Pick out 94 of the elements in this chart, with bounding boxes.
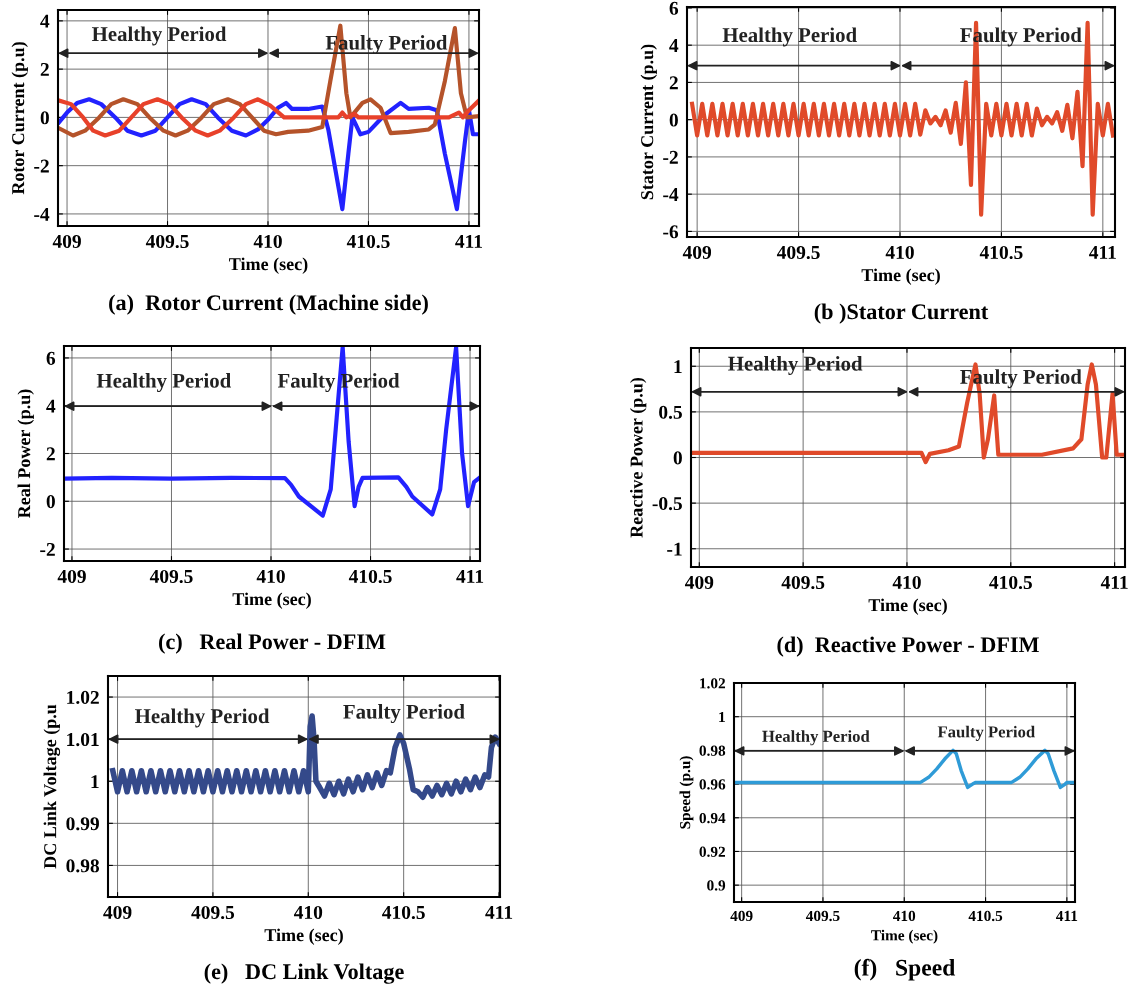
y-axis-title: Reactive Power (p.u): [629, 377, 647, 538]
y-tick-label: 0.96: [699, 779, 726, 790]
y-tick-label: 0.94: [699, 812, 726, 824]
x-tick-label: 411: [1089, 245, 1116, 259]
line-series: [734, 748, 1075, 790]
text: (e) DC Link Voltage: [204, 963, 404, 984]
x-tick-label: 409.5: [776, 245, 820, 260]
y-tick-label: 2: [46, 447, 55, 461]
y-tick-label: 1.01: [67, 732, 99, 747]
x-tick-label: 409: [682, 245, 712, 260]
y-tick-label: 0.5: [659, 405, 682, 419]
x-tick-label: 410.5: [346, 234, 390, 249]
text: (f) Speed: [854, 958, 956, 981]
y-tick-label: 6: [669, 1, 679, 15]
x-axis-title: Time (sec): [229, 257, 308, 274]
annotation: Healthy Period: [728, 356, 863, 375]
x-tick-label: 410: [293, 905, 323, 920]
y-tick-label: -0.5: [652, 496, 682, 511]
line-series: [58, 23, 479, 138]
y-tick-label: 2: [669, 76, 678, 90]
y-axis-title: Rotor Current (p.u): [11, 42, 28, 195]
x-tick-label: 411: [456, 569, 484, 583]
x-tick-label: 409.5: [149, 569, 193, 584]
y-tick-label: 4: [669, 39, 679, 52]
y-tick-label: -2: [34, 159, 49, 173]
x-tick-label: 409.5: [805, 910, 840, 922]
x-tick-label: 409: [57, 569, 86, 584]
y-tick-label: -4: [663, 188, 679, 201]
y-tick-label: 1: [674, 360, 682, 373]
x-tick-label: 411: [455, 234, 482, 248]
x-tick-label: 410: [893, 910, 916, 922]
y-tick-label: -1: [667, 542, 682, 556]
x-tick-label: 409.5: [191, 905, 235, 920]
text: (a) Rotor Current (Machine side): [109, 294, 428, 315]
y-tick-label: 4: [46, 399, 56, 413]
x-tick-label: 410.5: [979, 245, 1023, 260]
text: (d) Reactive Power - DFIM: [777, 636, 1039, 657]
y-tick-label: 4: [40, 14, 50, 28]
annotation: Faulty Period: [937, 725, 1035, 741]
x-tick-label: 409: [730, 910, 753, 922]
x-axis-title: Time (sec): [861, 268, 940, 285]
y-axis-title: DC Link Voltage (p.u: [43, 704, 61, 869]
y-tick-label: 1.02: [700, 678, 726, 689]
x-tick-label: 411: [485, 905, 513, 919]
x-tick-label: 410.5: [989, 575, 1032, 590]
x-tick-label: 409: [52, 234, 81, 249]
y-tick-label: 0.9: [707, 880, 726, 891]
y-tick-label: 1: [719, 711, 725, 722]
y-tick-label: 0.99: [66, 817, 99, 831]
y-tick-label: 0: [40, 111, 49, 125]
annotation: Healthy Period: [135, 708, 270, 728]
x-tick-label: 409.5: [781, 575, 825, 590]
text: (b )Stator Current: [814, 303, 989, 324]
x-tick-label: 411: [1100, 575, 1128, 589]
x-tick-label: 410: [885, 245, 914, 260]
x-axis-title: Time (sec): [868, 598, 947, 615]
annotation: Healthy Period: [762, 730, 870, 746]
y-tick-label: 6: [46, 351, 56, 365]
y-tick-label: -4: [34, 207, 50, 221]
x-tick-label: 409.5: [145, 234, 189, 249]
x-tick-label: 410.5: [382, 905, 425, 920]
y-axis-title: Stator Current (p.u): [640, 44, 657, 200]
annotation: Healthy Period: [96, 373, 232, 393]
y-tick-label: -2: [663, 150, 678, 164]
x-axis-title: Time (sec): [264, 928, 343, 945]
line-series: [58, 97, 479, 138]
y-tick-label: 1.02: [67, 690, 99, 705]
x-tick-label: 409: [103, 905, 132, 920]
x-tick-label: 410.5: [348, 569, 392, 584]
x-tick-label: 410: [256, 569, 285, 584]
x-axis-title: Time (sec): [871, 929, 938, 944]
y-axis-title: Real Power (p.u): [17, 389, 34, 518]
y-tick-label: -6: [663, 225, 679, 239]
y-tick-label: 0: [673, 451, 682, 465]
y-tick-label: 0.98: [699, 745, 726, 756]
x-tick-label: 410: [892, 575, 921, 590]
annotation: Healthy Period: [91, 26, 227, 46]
x-tick-label: 411: [1056, 910, 1078, 921]
x-tick-label: 409: [684, 575, 714, 590]
y-tick-label: 0.92: [699, 846, 726, 857]
x-axis-title: Time (sec): [232, 592, 311, 609]
y-tick-label: 0: [669, 113, 678, 127]
y-axis-title: Speed (p.u): [679, 756, 694, 829]
y-tick-label: -2: [40, 542, 55, 556]
x-tick-label: 410: [253, 234, 282, 249]
y-tick-label: 0: [46, 495, 55, 509]
line-series: [58, 97, 479, 212]
y-tick-label: 2: [40, 63, 49, 76]
text: (c) Real Power - DFIM: [159, 633, 386, 654]
y-tick-label: 0.98: [66, 859, 100, 873]
annotation: Faulty Period: [343, 704, 465, 724]
line-series: [689, 20, 1115, 217]
x-tick-label: 410.5: [968, 910, 1003, 922]
y-tick-label: 1: [91, 775, 99, 788]
